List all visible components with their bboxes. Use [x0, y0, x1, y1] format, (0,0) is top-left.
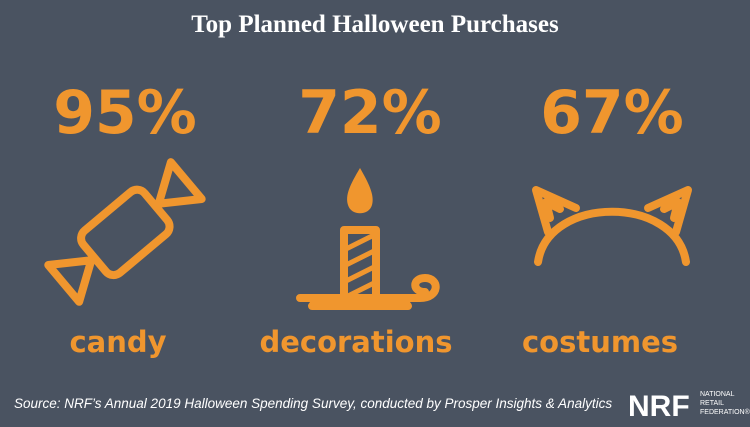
candle-icon [296, 168, 440, 310]
candy-icon [44, 158, 206, 306]
item-label: decorations [259, 325, 452, 359]
source: Source: NRF’s Annual 2019 Halloween Spen… [14, 396, 612, 411]
cat-ears-icon [532, 186, 692, 266]
logo-text: FEDERATION® [700, 408, 750, 416]
logo-text: NATIONAL [700, 391, 735, 398]
percent: 95% [53, 78, 197, 148]
percent: 67% [540, 78, 684, 148]
logo-text: RETAIL [700, 400, 724, 407]
percent: 72% [298, 78, 442, 148]
item-label: costumes [522, 325, 678, 359]
item-label: candy [69, 325, 166, 359]
title: Top Planned Halloween Purchases [191, 11, 559, 38]
logo-mark: NRF [628, 390, 690, 423]
